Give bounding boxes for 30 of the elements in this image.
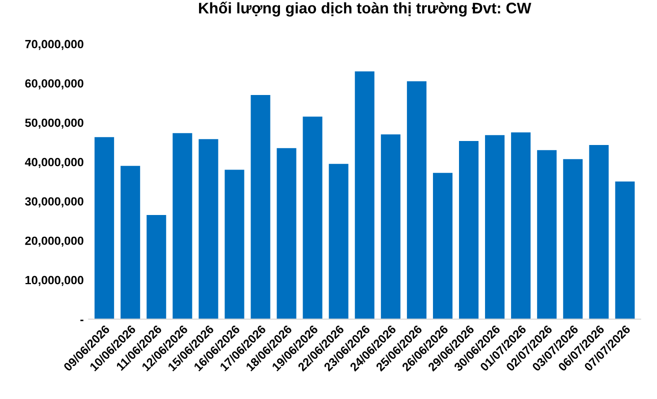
bar [380,134,400,320]
bar [276,148,296,320]
bar [94,137,114,320]
y-tick-label: - [80,320,84,322]
bar [459,141,479,320]
bar [250,95,270,320]
bar [198,139,218,320]
bar [563,159,583,320]
y-tick-label: 20,000,000 [25,236,84,247]
bar [354,71,374,320]
bar [537,150,557,320]
bar [432,172,452,320]
y-tick-label: 70,000,000 [25,40,84,50]
bar [485,135,505,320]
bar [146,214,166,320]
y-tick-label: 50,000,000 [25,118,84,129]
bar [615,182,635,320]
bar [406,81,426,320]
bar [589,144,609,320]
bar [302,116,322,320]
y-tick-label: 40,000,000 [24,158,84,168]
chart-title: Khối lượng giao dịch toàn thị trường Đvt: CW [199,2,532,17]
y-tick-label: 10,000,000 [26,276,84,286]
bar [511,132,531,320]
bar [224,170,244,320]
y-tick-label: 60,000,000 [25,79,84,90]
y-tick-label: 30,000,000 [25,197,84,208]
bar [120,166,140,320]
bar [172,133,192,320]
bar [328,164,348,320]
